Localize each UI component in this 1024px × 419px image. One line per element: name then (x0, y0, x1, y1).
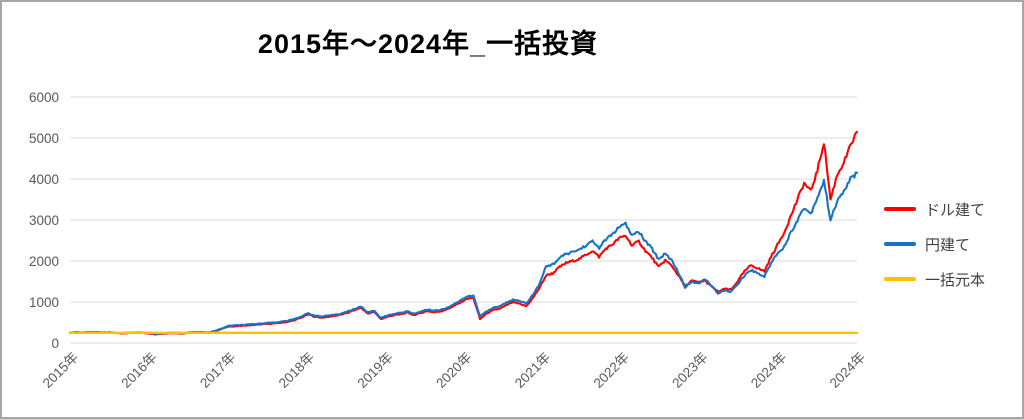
x-axis-tick-label: 2019年 (355, 350, 396, 391)
legend-item-dollar: ドル建て (884, 198, 985, 220)
x-axis-tick-label: 2016年 (118, 350, 159, 391)
legend-item-principal: 一括元本 (884, 268, 985, 290)
y-axis-tick-label: 1000 (29, 295, 59, 310)
legend-label-yen: 円建て (925, 236, 971, 254)
legend-line-principal-icon (884, 277, 916, 281)
legend-line-dollar-icon (884, 207, 916, 211)
x-axis-tick-label: 2017年 (197, 350, 238, 391)
x-axis-tick-label: 2018年 (276, 350, 317, 391)
x-axis-tick-label: 2024年 (748, 350, 789, 391)
legend: ドル建て 円建て 一括元本 (884, 198, 985, 290)
legend-label-dollar: ドル建て (925, 201, 986, 219)
y-axis-tick-label: 2000 (29, 254, 59, 269)
x-axis-tick-label: 2022年 (591, 350, 632, 391)
series-line-yen (68, 171, 859, 335)
x-axis-tick-label: 2023年 (669, 350, 710, 391)
x-axis-tick-label: 2020年 (433, 350, 474, 391)
y-axis-tick-label: 3000 (29, 213, 59, 228)
legend-label-principal: 一括元本 (925, 271, 986, 289)
series-line-dollar (68, 130, 859, 336)
legend-item-yen: 円建て (884, 233, 985, 255)
y-axis-tick-label: 4000 (29, 172, 59, 187)
y-axis-tick-label: 5000 (29, 131, 59, 146)
y-axis-tick-label: 6000 (29, 90, 59, 105)
x-axis-tick-label: 2015年 (40, 350, 81, 391)
y-axis-tick-label: 0 (51, 336, 59, 351)
x-axis-tick-label: 2024年 (827, 350, 868, 391)
legend-line-yen-icon (884, 242, 916, 246)
chart-title: 2015年～2024年_一括投資 (257, 29, 599, 59)
x-axis-tick-label: 2021年 (512, 350, 553, 391)
